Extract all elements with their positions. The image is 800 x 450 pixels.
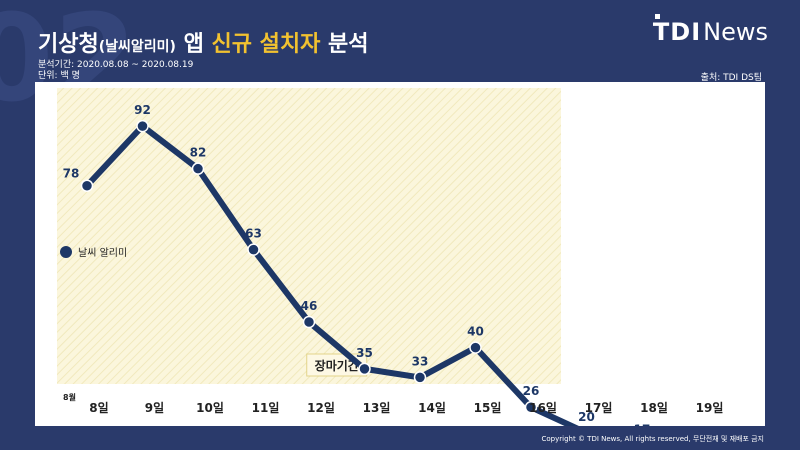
data-point <box>524 400 538 414</box>
data-label: 17 <box>634 423 651 426</box>
title-highlight: 신규 설치자 <box>211 32 321 57</box>
line-chart: 장마기간 789282634635334026201714 8일9일10일11일… <box>57 88 724 426</box>
x-tick-label: 11일 <box>252 401 280 415</box>
data-label: 35 <box>356 346 373 360</box>
rainy-season-band <box>57 88 561 384</box>
x-tick-label: 17일 <box>585 401 613 415</box>
tdi-news-logo: TDINews <box>652 14 768 46</box>
data-label: 33 <box>412 354 429 368</box>
title-app: 앱 <box>175 32 212 57</box>
x-tick-label: 19일 <box>696 401 724 415</box>
legend-marker <box>60 246 72 258</box>
x-tick-label: 8일 <box>89 401 108 415</box>
x-tick-label: 15일 <box>474 401 502 415</box>
copyright-text: Copyright © TDI News, All rights reserve… <box>541 435 764 443</box>
x-tick-label: 13일 <box>363 401 391 415</box>
page-title: 기상청(날씨알리미) 앱 신규 설치자 분석 <box>38 26 369 58</box>
data-label: 78 <box>63 167 80 181</box>
logo-tdi: TDI <box>652 18 702 46</box>
chart-meta: 분석기간: 2020.08.08 ~ 2020.08.19 단위: 백 명 <box>38 60 193 82</box>
legend-label: 날씨 알리미 <box>78 247 127 259</box>
data-point <box>302 315 316 329</box>
data-label: 92 <box>134 103 151 117</box>
title-paren: (날씨알리미) <box>98 39 176 55</box>
analysis-period: 분석기간: 2020.08.08 ~ 2020.08.19 <box>38 60 194 70</box>
data-point <box>191 162 205 175</box>
data-label: 40 <box>467 325 484 339</box>
data-point <box>469 341 482 354</box>
data-point <box>247 243 260 256</box>
logo-dot-icon <box>654 14 660 19</box>
unit-label: 단위: 백 명 <box>38 71 80 81</box>
x-tick-label: 16일 <box>529 401 557 415</box>
x-tick-label: 9일 <box>145 401 164 415</box>
source-label: 출처: TDI DS팀 <box>700 73 762 83</box>
data-label: 20 <box>578 410 595 424</box>
x-tick-label: 14일 <box>418 401 446 415</box>
data-label: 46 <box>301 299 318 313</box>
series-line <box>84 123 579 426</box>
x-tick-label: 10일 <box>196 401 224 415</box>
rainy-season-label: 장마기간 <box>315 358 359 373</box>
data-point <box>80 179 94 192</box>
title-main: 기상청 <box>38 32 99 57</box>
data-point <box>358 362 371 376</box>
x-tick-label: 18일 <box>640 401 668 415</box>
data-label: 63 <box>245 227 262 241</box>
month-label: 8월 <box>63 392 76 402</box>
chart-card: 장마기간 789282634635334026201714 8일9일10일11일… <box>35 82 765 426</box>
data-label: 26 <box>523 384 540 398</box>
data-point <box>413 371 427 384</box>
title-end: 분석 <box>320 32 369 57</box>
x-tick-label: 12일 <box>307 401 335 415</box>
data-point <box>136 119 149 133</box>
data-label: 82 <box>190 146 207 160</box>
logo-news: News <box>703 18 768 46</box>
